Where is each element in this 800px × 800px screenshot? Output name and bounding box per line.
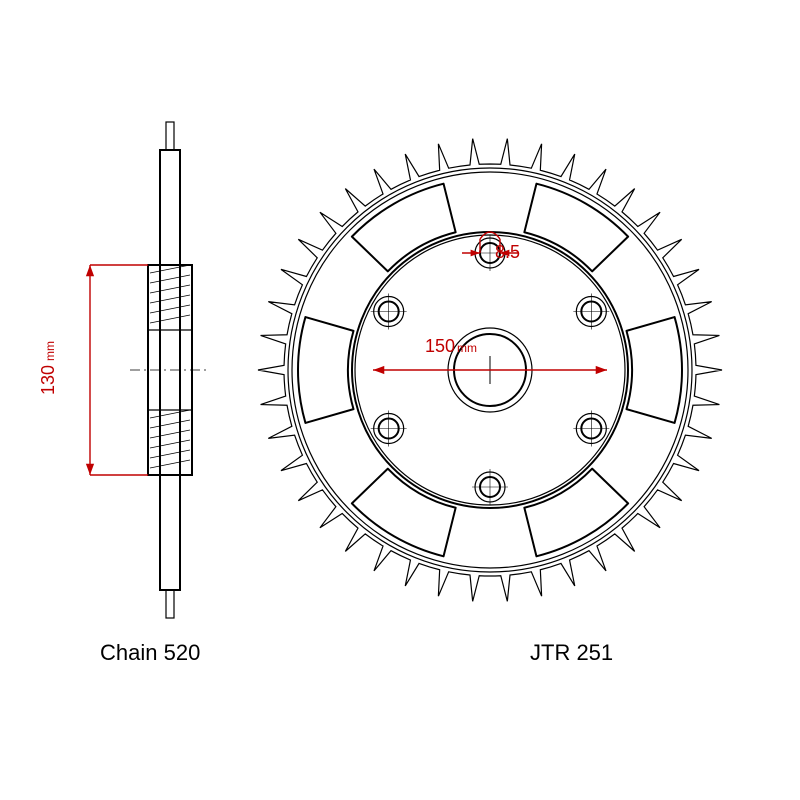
side-hatch (150, 275, 190, 283)
part-number-label: JTR 251 (530, 640, 613, 666)
chain-label: Chain 520 (100, 640, 200, 666)
cutout-slot (524, 184, 628, 272)
cutout-slot (352, 184, 456, 272)
side-hatch (150, 295, 190, 303)
side-hatch (150, 410, 190, 418)
dim-unit: mm (457, 341, 477, 355)
svg-text:130: 130 (38, 365, 58, 395)
side-hatch (150, 265, 190, 273)
svg-text:mm: mm (43, 341, 57, 361)
dim-text-hole: 8.5 (495, 242, 520, 262)
side-hatch (150, 315, 190, 323)
dim-arrow (86, 265, 94, 276)
cutout-slot (352, 469, 456, 557)
side-hatch (150, 440, 190, 448)
cutout-slot (524, 469, 628, 557)
side-hatch (150, 420, 190, 428)
side-hatch (150, 450, 190, 458)
side-hatch (150, 285, 190, 293)
side-tooth (166, 122, 174, 150)
side-hatch (150, 430, 190, 438)
side-view (130, 122, 210, 618)
dim-arrow (373, 366, 384, 374)
cutout-slot (298, 317, 354, 423)
cutout-slot (626, 317, 682, 423)
side-hatch (150, 305, 190, 313)
dim-arrow (86, 464, 94, 475)
dim-text-bolt-circle: 150 (425, 336, 455, 356)
side-hatch (150, 460, 190, 468)
dim-arrow (596, 366, 607, 374)
side-tooth (166, 590, 174, 618)
dim-text-inner-dia: 130 mm (38, 341, 58, 395)
